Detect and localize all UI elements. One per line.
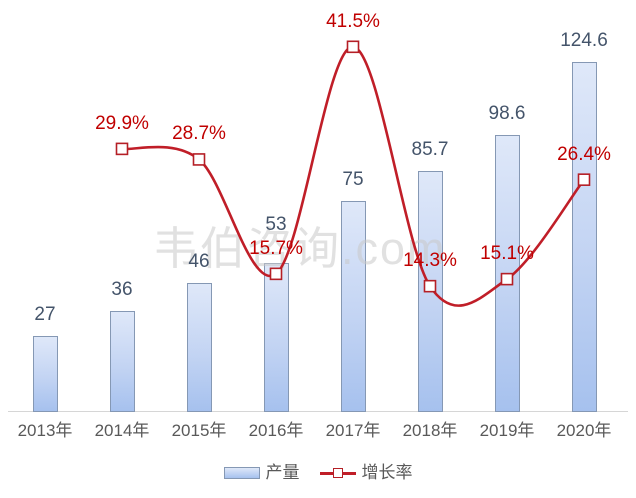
legend-line-swatch-icon [319,468,356,479]
x-axis-label-2013年: 2013年 [17,421,73,440]
production-bar-2015年 [186,282,212,412]
growth-label-2019年: 15.1% [480,243,534,265]
bar-value-label-2013年: 27 [34,304,56,326]
bar-value-label-2016年: 53 [265,214,287,236]
growth-label-2015年: 28.7% [172,123,226,145]
legend-label-production: 产量 [265,463,300,482]
production-bar-2014年 [109,310,135,412]
production-bar-2013年 [32,336,58,412]
x-axis-label-2018年: 2018年 [402,421,458,440]
growth-marker-2018年 [423,279,437,293]
legend-bar-swatch-icon [223,467,260,479]
bar-value-label-2020年: 124.6 [560,29,608,51]
x-axis-label-2019年: 2019年 [479,421,535,440]
growth-marker-2019年 [500,272,514,286]
x-axis-line [8,411,628,412]
bar-value-label-2019年: 98.6 [488,102,526,124]
legend-item-growth: 增长率 [319,463,413,483]
bar-value-label-2015年: 46 [188,250,210,272]
x-axis-label-2015年: 2015年 [171,421,227,440]
growth-marker-2020年 [577,173,591,186]
bar-value-label-2017年: 75 [342,169,364,191]
growth-marker-2015年 [192,153,206,166]
production-bar-2017年 [340,201,366,412]
legend: 产量 增长率 [0,461,636,485]
growth-label-2020年: 26.4% [557,143,611,165]
production-bar-2016年 [263,263,289,412]
growth-marker-2014年 [115,142,129,156]
growth-label-2016年: 15.7% [249,237,303,259]
legend-item-production: 产量 [223,463,300,483]
growth-marker-2016年 [269,267,283,281]
growth-label-2018年: 14.3% [403,250,457,272]
growth-label-2017年: 41.5% [326,10,380,32]
bar-value-label-2014年: 36 [111,278,133,300]
bar-value-label-2018年: 85.7 [411,139,449,161]
x-axis-label-2016年: 2016年 [248,421,304,440]
x-axis-label-2017年: 2017年 [325,421,381,440]
growth-marker-2017年 [346,40,360,54]
legend-label-growth: 增长率 [361,463,413,482]
production-bar-2020年 [571,61,597,412]
x-axis-label-2014年: 2014年 [94,421,150,440]
x-axis-label-2020年: 2020年 [556,421,612,440]
growth-label-2014年: 29.9% [95,112,149,134]
